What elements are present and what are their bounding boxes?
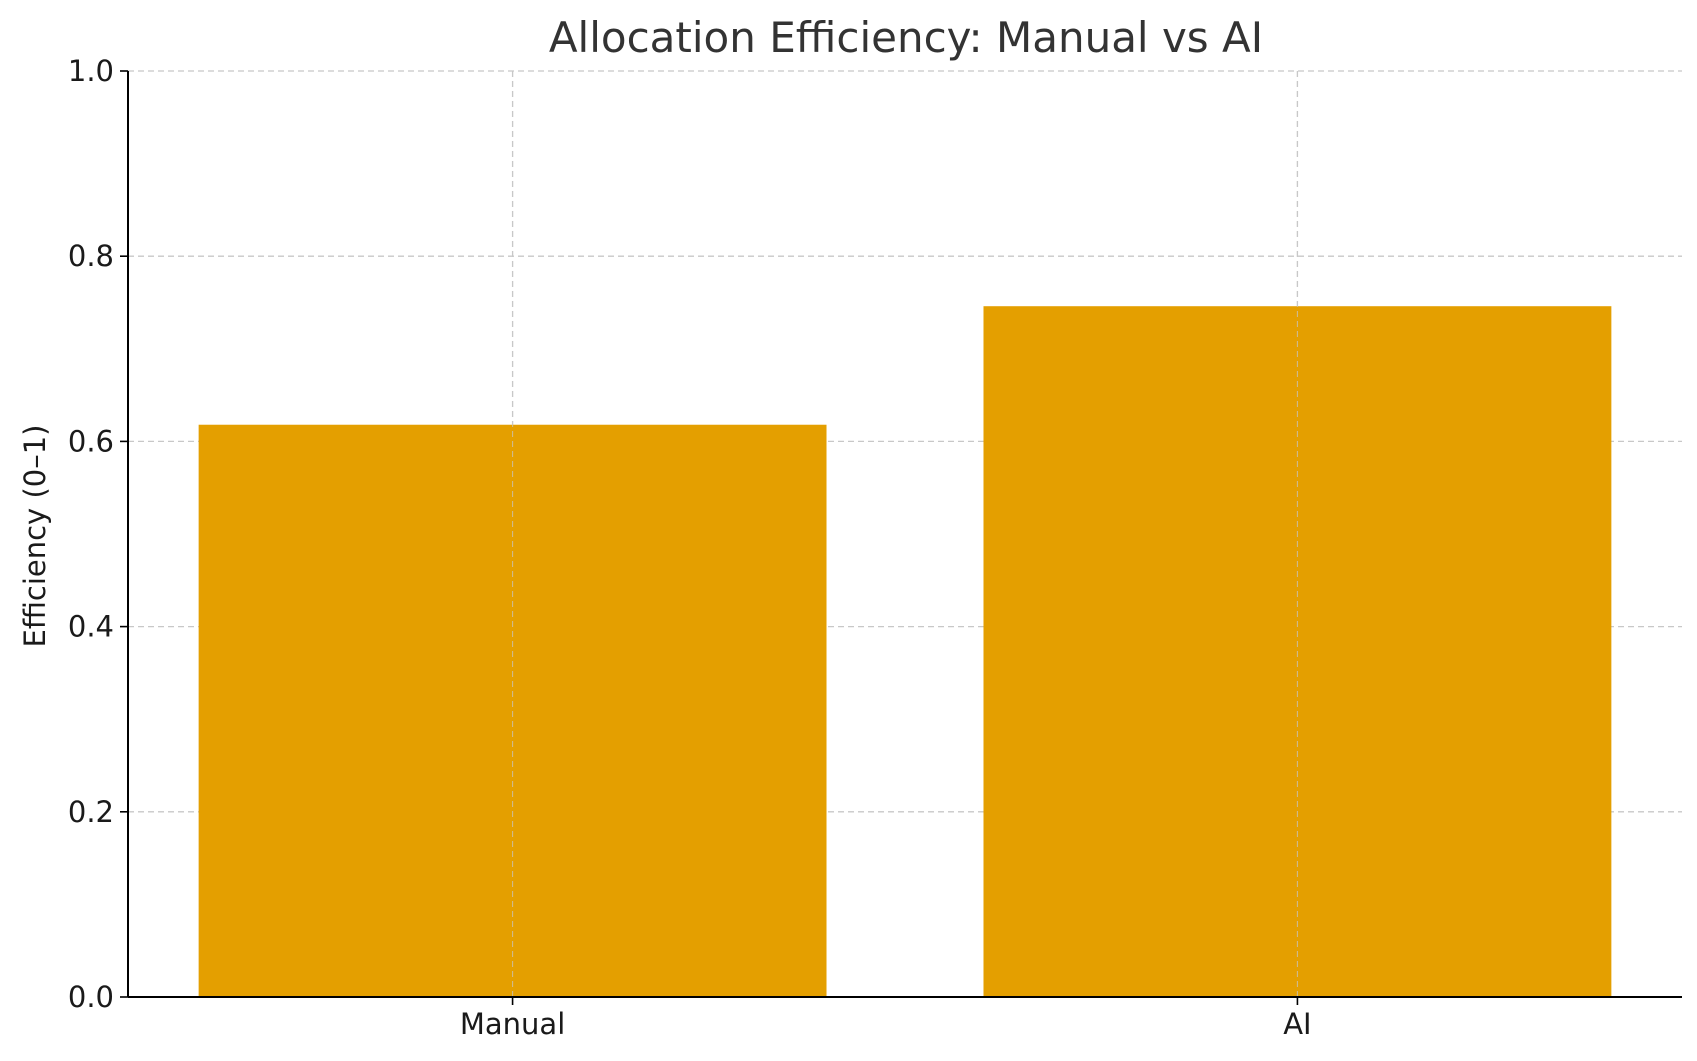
x-ticks: Manual AI xyxy=(460,997,1312,1041)
y-tick-label: 0.8 xyxy=(68,239,114,273)
x-tick-label: Manual xyxy=(460,1007,565,1041)
bars-layer xyxy=(198,71,1612,998)
y-tick-label: 0.2 xyxy=(68,795,114,829)
y-ticks: 0.0 0.2 0.4 0.6 0.8 1.0 xyxy=(68,54,128,1014)
y-tick-label: 0.4 xyxy=(68,610,114,644)
axes-layer xyxy=(127,71,1682,998)
y-tick-label: 0.0 xyxy=(68,980,114,1014)
chart-title: Allocation Efficiency: Manual vs AI xyxy=(549,13,1263,62)
x-tick-label: AI xyxy=(1283,1007,1311,1041)
y-axis-label: Efficiency (0–1) xyxy=(18,425,52,648)
y-tick-label: 0.6 xyxy=(68,424,114,458)
y-tick-label: 1.0 xyxy=(68,54,114,88)
